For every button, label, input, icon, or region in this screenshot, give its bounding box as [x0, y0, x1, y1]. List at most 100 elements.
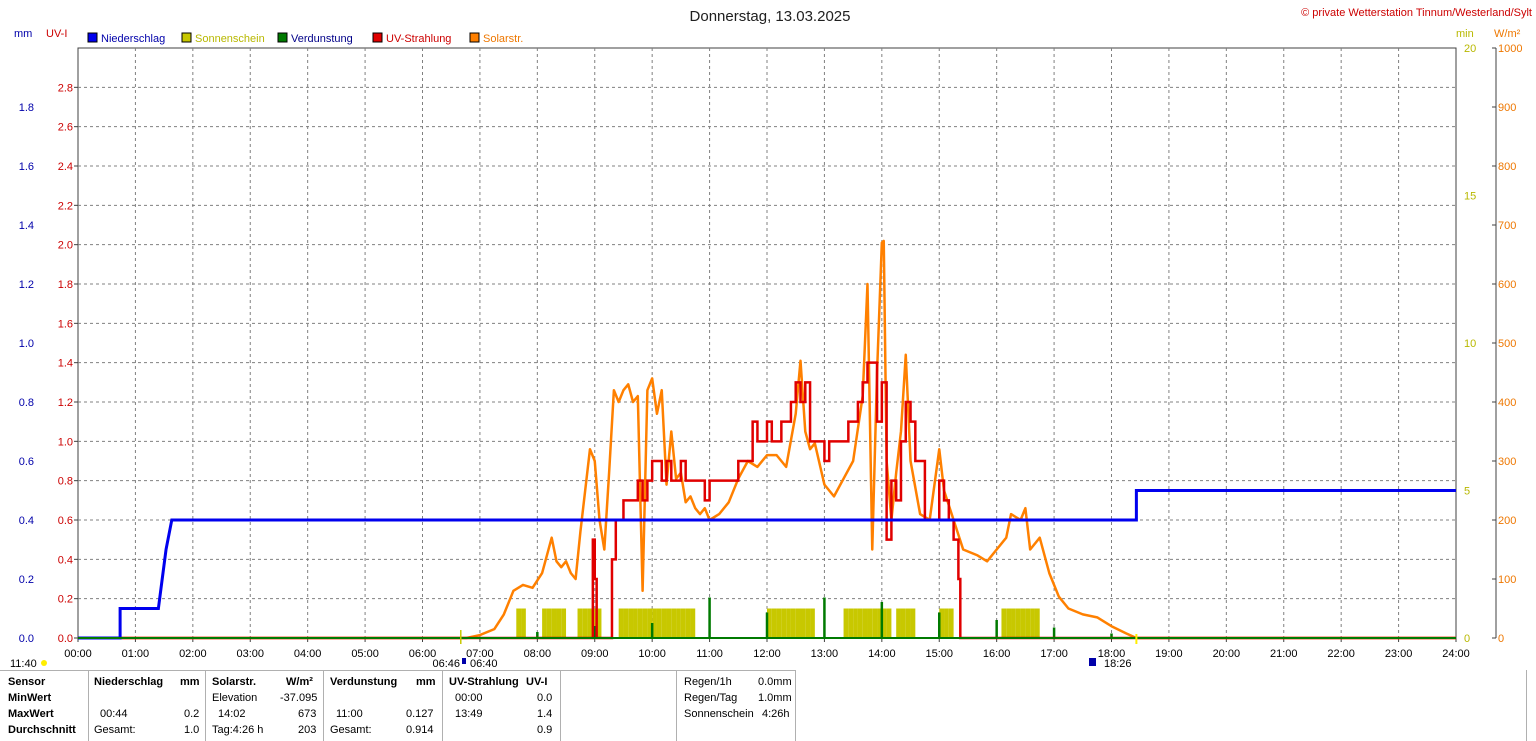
wm2-tick-label: 400	[1498, 397, 1516, 409]
mm-tick-label: 1.6	[19, 161, 34, 173]
sunshine-bar	[516, 608, 522, 638]
uv-tick-label: 2.4	[58, 161, 73, 173]
uv-tick-label: 1.2	[58, 397, 73, 409]
mm-tick-label: 0.8	[19, 397, 34, 409]
stats-col-divider	[88, 670, 89, 741]
x-tick-label: 10:00	[638, 648, 666, 660]
stats-uv-max-time: 13:49	[455, 708, 483, 720]
uv-tick-label: 1.8	[58, 279, 73, 291]
sunshine-bar	[771, 608, 777, 638]
wm2-tick-label: 600	[1498, 279, 1516, 291]
x-tick-label: 21:00	[1270, 648, 1298, 660]
wm2-tick-label: 700	[1498, 220, 1516, 232]
uv-tick-label: 0.2	[58, 594, 73, 606]
legend-label: UV-Strahlung	[386, 33, 451, 45]
weather-chart: Donnerstag, 13.03.2025 © private Wetters…	[10, 7, 1532, 670]
sunshine-bar	[618, 608, 624, 638]
stats-col-divider	[795, 670, 796, 741]
x-tick-label: 06:00	[409, 648, 437, 660]
sunshine-bar	[637, 608, 643, 638]
uv-tick-label: 1.4	[58, 358, 73, 370]
x-tick-label: 15:00	[925, 648, 953, 660]
mm-tick-label: 1.4	[19, 220, 34, 232]
min-tick-label: 0	[1464, 633, 1470, 645]
sunshine-bar	[666, 608, 672, 638]
uv-tick-label: 1.6	[58, 318, 73, 330]
stats-evap-title: Verdunstung	[330, 676, 398, 688]
stats-extra-label: Regen/1h	[684, 676, 732, 688]
stats-col-divider	[323, 670, 324, 741]
min-tick-label: 15	[1464, 191, 1476, 203]
stats-header-durchschnitt: Durchschnitt	[8, 724, 76, 736]
x-tick-label: 03:00	[236, 648, 264, 660]
stats-extra-value: 1.0mm	[758, 692, 792, 704]
stats-rain-avg-label: Gesamt:	[94, 724, 136, 736]
sunshine-bar	[948, 608, 954, 638]
sunshine-bar	[1025, 608, 1031, 638]
x-tick-label: 19:00	[1155, 648, 1183, 660]
wm2-tick-label: 300	[1498, 456, 1516, 468]
stats-solar-max-time: 14:02	[218, 708, 246, 720]
sunshine-bar	[1015, 608, 1021, 638]
sunshine-bar	[1020, 608, 1026, 638]
statistics-table: Sensor MinWert MaxWert Durchschnitt Nied…	[0, 670, 1536, 741]
sunshine-bar	[633, 608, 638, 638]
sunshine-bar	[623, 608, 629, 638]
sunshine-bar	[843, 608, 849, 638]
legend-swatch	[277, 32, 288, 43]
sunshine-bar	[642, 608, 648, 638]
sunshine-bar	[690, 608, 696, 638]
stats-extra-label: Sonnenschein	[684, 708, 754, 720]
stats-solar-max-val: 673	[298, 708, 317, 720]
legend: Niederschlag Sonnenschein Verdunstung UV-St…	[87, 32, 523, 45]
precipitation-line	[78, 489, 1456, 640]
mm-tick-label: 1.8	[19, 102, 34, 114]
stats-rain-avg-val: 1.0	[184, 724, 200, 736]
sunshine-bar	[596, 608, 602, 638]
sunshine-bar	[939, 608, 945, 638]
sunshine-bar	[1034, 608, 1040, 638]
legend-swatch	[181, 32, 192, 43]
x-tick-label: 07:00	[466, 648, 494, 660]
mm-tick-label: 0.6	[19, 456, 34, 468]
uv-tick-label: 1.0	[58, 436, 73, 448]
sunshine-bar	[652, 608, 657, 638]
stats-extra-value: 4:26h	[762, 708, 790, 720]
stats-header-minwert: MinWert	[8, 692, 52, 704]
sun-icon	[41, 660, 47, 666]
wm2-tick-label: 100	[1498, 574, 1516, 586]
sunshine-bar	[561, 608, 567, 638]
plot-area: 00:00 01:00 02:00 03:00 04:00 05:00 06:00 07:00…	[10, 43, 1522, 670]
sunshine-bar	[905, 608, 911, 638]
sunshine-bar	[551, 608, 557, 638]
legend-label: Solarstr.	[483, 33, 523, 45]
sunshine-bar	[542, 608, 547, 638]
sunshine-bar	[781, 608, 787, 638]
sunshine-bar	[546, 608, 552, 638]
x-tick-label: 01:00	[122, 648, 150, 660]
x-tick-label: 24:00	[1442, 648, 1470, 660]
solar-line	[78, 239, 1456, 640]
min-tick-label: 20	[1464, 43, 1476, 55]
stats-solar-avg-label: Tag:4:26 h	[212, 724, 264, 736]
sunshine-bar	[862, 608, 868, 638]
legend-swatch	[372, 32, 383, 43]
wm2-tick-label: 1000	[1498, 43, 1522, 55]
unit-label-mm: mm	[14, 28, 32, 40]
chart-title: Donnerstag, 13.03.2025	[690, 8, 851, 25]
sunshine-bar	[800, 608, 806, 638]
x-tick-label: 13:00	[811, 648, 839, 660]
x-tick-label: 16:00	[983, 648, 1011, 660]
stats-col-divider	[205, 670, 206, 741]
x-tick-label: 18:00	[1098, 648, 1126, 660]
sunshine-bar	[944, 608, 949, 638]
wm2-tick-label: 900	[1498, 102, 1516, 114]
mm-tick-label: 1.2	[19, 279, 34, 291]
x-tick-label: 22:00	[1327, 648, 1355, 660]
uv-tick-label: 0.8	[58, 476, 73, 488]
sunshine-bar	[685, 608, 691, 638]
stats-solar-min-label: Elevation	[212, 692, 258, 704]
wm2-tick-label: 0	[1498, 633, 1504, 645]
stats-uv-avg-val: 0.9	[537, 724, 553, 736]
stats-evap-avg-label: Gesamt:	[330, 724, 372, 736]
